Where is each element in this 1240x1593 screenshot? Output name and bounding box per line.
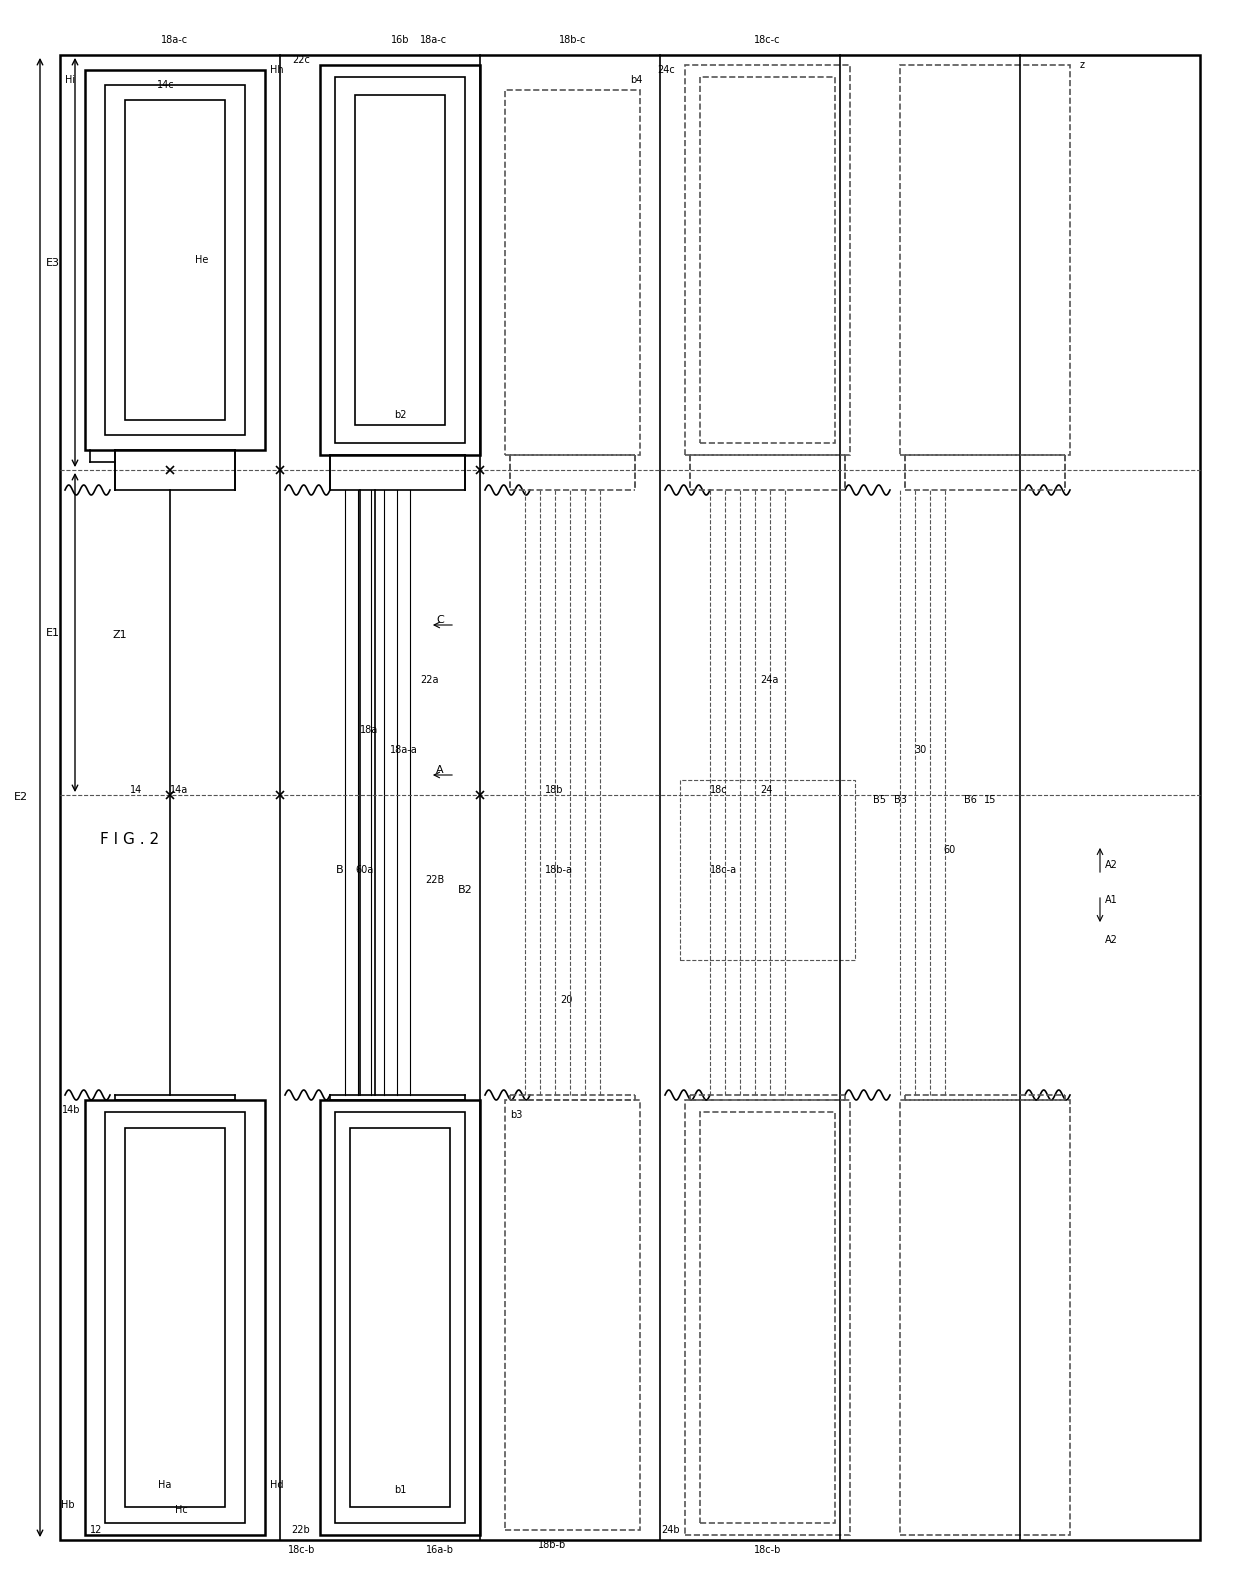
Text: E1: E1 <box>46 628 60 637</box>
Text: 14b: 14b <box>62 1106 81 1115</box>
Text: B: B <box>336 865 343 875</box>
Text: 14c: 14c <box>157 80 175 89</box>
Text: Hb: Hb <box>61 1501 74 1510</box>
Text: A2: A2 <box>1105 935 1118 945</box>
Text: 22b: 22b <box>291 1525 310 1536</box>
Text: 18b-b: 18b-b <box>538 1540 567 1550</box>
Text: 18a-c: 18a-c <box>420 35 448 45</box>
Bar <box>86 1101 265 1536</box>
Bar <box>701 76 835 443</box>
Text: 18c-a: 18c-a <box>711 865 737 875</box>
Bar <box>105 1112 246 1523</box>
Text: 18c-c: 18c-c <box>754 35 781 45</box>
Bar <box>355 96 445 425</box>
Bar <box>320 1101 480 1536</box>
Bar <box>684 1101 849 1536</box>
Bar <box>900 1101 1070 1536</box>
Text: Z1: Z1 <box>113 629 128 640</box>
Bar <box>125 100 224 421</box>
Text: 60: 60 <box>944 844 956 855</box>
Text: 24: 24 <box>760 785 773 795</box>
Bar <box>684 65 849 456</box>
Text: 18a-a: 18a-a <box>391 746 418 755</box>
Text: A1: A1 <box>1105 895 1117 905</box>
Text: 16a-b: 16a-b <box>427 1545 454 1555</box>
Text: 15: 15 <box>983 795 996 804</box>
Bar <box>680 781 856 961</box>
Text: Hd: Hd <box>270 1480 284 1489</box>
Bar <box>86 70 265 449</box>
Text: 18b-c: 18b-c <box>559 35 587 45</box>
Text: 14a: 14a <box>170 785 188 795</box>
Bar <box>105 84 246 435</box>
Bar <box>701 1112 835 1523</box>
Text: Ha: Ha <box>159 1480 171 1489</box>
Text: 18a: 18a <box>360 725 378 734</box>
Text: 18b-a: 18b-a <box>546 865 573 875</box>
Bar <box>125 1128 224 1507</box>
Text: 30: 30 <box>914 746 926 755</box>
Text: 18a-c: 18a-c <box>161 35 188 45</box>
Text: 60a: 60a <box>355 865 373 875</box>
Text: Hi: Hi <box>64 75 76 84</box>
Text: B3: B3 <box>894 795 906 804</box>
Bar <box>350 1128 450 1507</box>
Text: E3: E3 <box>46 258 60 268</box>
Bar <box>505 89 640 456</box>
Bar <box>335 76 465 443</box>
Text: He: He <box>195 255 208 264</box>
Text: A2: A2 <box>1105 860 1118 870</box>
Text: A: A <box>436 765 444 776</box>
Text: Hh: Hh <box>270 65 284 75</box>
Text: B5: B5 <box>873 795 887 804</box>
Bar <box>320 65 480 456</box>
Text: 16b: 16b <box>391 35 409 45</box>
Bar <box>335 1112 465 1523</box>
Text: 24a: 24a <box>760 675 779 685</box>
Text: Hc: Hc <box>175 1505 187 1515</box>
Text: z: z <box>1080 61 1085 70</box>
Text: 22c: 22c <box>293 56 310 65</box>
Text: 18c: 18c <box>711 785 728 795</box>
Text: E2: E2 <box>14 792 29 803</box>
Text: 12: 12 <box>91 1525 103 1536</box>
Text: 22a: 22a <box>420 675 439 685</box>
Text: B6: B6 <box>963 795 976 804</box>
Text: b3: b3 <box>510 1110 522 1120</box>
Text: 18c-b: 18c-b <box>754 1545 781 1555</box>
Text: b1: b1 <box>394 1485 407 1494</box>
Text: 14: 14 <box>130 785 143 795</box>
Text: 24b: 24b <box>661 1525 680 1536</box>
Text: b4: b4 <box>630 75 642 84</box>
Text: 18b: 18b <box>546 785 563 795</box>
Text: 22B: 22B <box>425 875 445 886</box>
Text: C: C <box>436 615 444 624</box>
Text: b2: b2 <box>394 409 407 421</box>
Bar <box>505 1101 640 1529</box>
Text: 18c-b: 18c-b <box>288 1545 315 1555</box>
Text: F I G . 2: F I G . 2 <box>100 833 159 847</box>
Bar <box>900 65 1070 456</box>
Text: 24c: 24c <box>657 65 675 75</box>
Text: 20: 20 <box>560 996 573 1005</box>
Text: B2: B2 <box>458 886 472 895</box>
